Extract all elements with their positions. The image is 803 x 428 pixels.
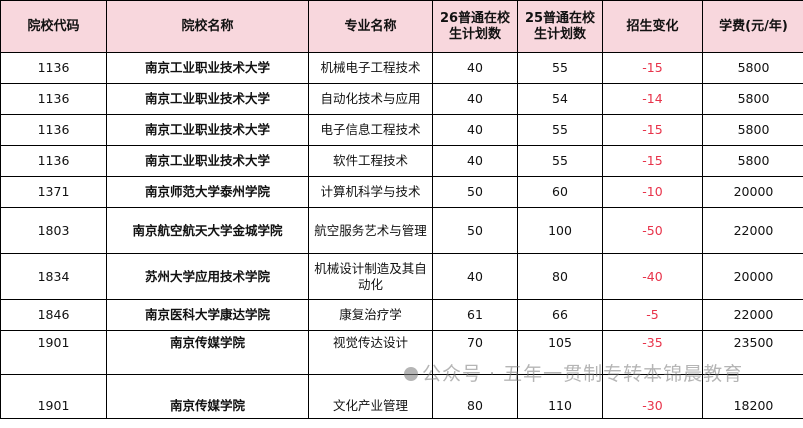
tuition-cell: 22000	[702, 299, 803, 331]
school-name-cell: 南京航空航天大学金城学院	[106, 207, 309, 254]
plan-25-cell: 55	[517, 52, 603, 84]
plan-26-cell: 40	[432, 83, 518, 115]
enrollment-change-cell: -10	[602, 176, 703, 208]
header-row: 院校代码 院校名称 专业名称 26普通在校生计划数 25普通在校生计划数 招生变化 学费(元…	[0, 0, 803, 53]
plan-26-cell: 40	[432, 145, 518, 177]
enrollment-change-cell: -15	[602, 52, 703, 84]
header-school-code: 院校代码	[0, 0, 107, 53]
school-name-cell: 南京工业职业技术大学	[106, 83, 309, 115]
plan-25-cell: 60	[517, 176, 603, 208]
school-code-cell: 1803	[0, 207, 107, 254]
enrollment-change-cell: -5	[602, 299, 703, 331]
wechat-icon	[404, 367, 418, 381]
plan-26-cell: 40	[432, 52, 518, 84]
plan-25-cell: 110	[517, 374, 603, 419]
school-code-cell: 1846	[0, 299, 107, 331]
plan-26-cell: 70	[432, 330, 518, 375]
enrollment-change-cell: -50	[602, 207, 703, 254]
school-name-cell: 南京工业职业技术大学	[106, 145, 309, 177]
header-school-name: 院校名称	[106, 0, 309, 53]
major-name-cell: 机械电子工程技术	[308, 52, 433, 84]
enrollment-change-cell: -15	[602, 114, 703, 146]
table-row: 1901 南京传媒学院 视觉传达设计 70 105 -35 23500	[0, 330, 803, 375]
tuition-cell: 23500	[702, 330, 803, 375]
school-name-cell: 苏州大学应用技术学院	[106, 253, 309, 300]
table-row: 1136 南京工业职业技术大学 机械电子工程技术 40 55 -15 5800	[0, 52, 803, 84]
school-name-cell: 南京工业职业技术大学	[106, 114, 309, 146]
table-row: 1846 南京医科大学康达学院 康复治疗学 61 66 -5 22000	[0, 299, 803, 331]
major-name-cell: 文化产业管理	[308, 374, 433, 419]
major-name-cell: 计算机科学与技术	[308, 176, 433, 208]
tuition-cell: 20000	[702, 176, 803, 208]
major-name-cell: 自动化技术与应用	[308, 83, 433, 115]
enrollment-table: 院校代码 院校名称 专业名称 26普通在校生计划数 25普通在校生计划数 招生变化 学费(元…	[0, 0, 803, 419]
school-name-cell: 南京传媒学院	[106, 374, 309, 419]
plan-26-cell: 40	[432, 114, 518, 146]
school-name-cell: 南京师范大学泰州学院	[106, 176, 309, 208]
plan-25-cell: 55	[517, 114, 603, 146]
plan-25-cell: 55	[517, 145, 603, 177]
school-code-cell: 1901	[0, 374, 107, 419]
enrollment-change-cell: -30	[602, 374, 703, 419]
enrollment-change-cell: -14	[602, 83, 703, 115]
major-name-cell: 康复治疗学	[308, 299, 433, 331]
table-row: 1834 苏州大学应用技术学院 机械设计制造及其自动化 40 80 -40 20000	[0, 253, 803, 300]
plan-26-cell: 61	[432, 299, 518, 331]
header-plan-25: 25普通在校生计划数	[517, 0, 603, 53]
header-major: 专业名称	[308, 0, 433, 53]
plan-25-cell: 80	[517, 253, 603, 300]
table-row: 1136 南京工业职业技术大学 自动化技术与应用 40 54 -14 5800	[0, 83, 803, 115]
school-name-cell: 南京传媒学院	[106, 330, 309, 375]
tuition-cell: 5800	[702, 145, 803, 177]
table-row: 1901 南京传媒学院 文化产业管理 80 110 -30 18200	[0, 374, 803, 419]
header-plan-26: 26普通在校生计划数	[432, 0, 518, 53]
major-name-cell: 软件工程技术	[308, 145, 433, 177]
tuition-cell: 18200	[702, 374, 803, 419]
school-code-cell: 1136	[0, 52, 107, 84]
major-name-cell: 航空服务艺术与管理	[308, 207, 433, 254]
plan-26-cell: 50	[432, 207, 518, 254]
table-row: 1371 南京师范大学泰州学院 计算机科学与技术 50 60 -10 20000	[0, 176, 803, 208]
enrollment-change-cell: -40	[602, 253, 703, 300]
header-tuition: 学费(元/年)	[702, 0, 803, 53]
plan-25-cell: 100	[517, 207, 603, 254]
major-name-cell: 机械设计制造及其自动化	[308, 253, 433, 300]
watermark: 公众号 · 五年一贯制专转本锦晨教育	[404, 362, 743, 386]
school-name-cell: 南京工业职业技术大学	[106, 52, 309, 84]
plan-26-cell: 50	[432, 176, 518, 208]
enrollment-change-cell: -15	[602, 145, 703, 177]
header-change: 招生变化	[602, 0, 703, 53]
school-code-cell: 1136	[0, 83, 107, 115]
tuition-cell: 20000	[702, 253, 803, 300]
table-row: 1803 南京航空航天大学金城学院 航空服务艺术与管理 50 100 -50 22000	[0, 207, 803, 254]
tuition-cell: 5800	[702, 52, 803, 84]
tuition-cell: 22000	[702, 207, 803, 254]
plan-26-cell: 40	[432, 253, 518, 300]
tuition-cell: 5800	[702, 83, 803, 115]
school-code-cell: 1371	[0, 176, 107, 208]
table-row: 1136 南京工业职业技术大学 软件工程技术 40 55 -15 5800	[0, 145, 803, 177]
tuition-cell: 5800	[702, 114, 803, 146]
major-name-cell: 电子信息工程技术	[308, 114, 433, 146]
plan-25-cell: 54	[517, 83, 603, 115]
school-name-cell: 南京医科大学康达学院	[106, 299, 309, 331]
school-code-cell: 1901	[0, 330, 107, 375]
table-row: 1136 南京工业职业技术大学 电子信息工程技术 40 55 -15 5800	[0, 114, 803, 146]
plan-25-cell: 66	[517, 299, 603, 331]
school-code-cell: 1136	[0, 114, 107, 146]
school-code-cell: 1136	[0, 145, 107, 177]
school-code-cell: 1834	[0, 253, 107, 300]
